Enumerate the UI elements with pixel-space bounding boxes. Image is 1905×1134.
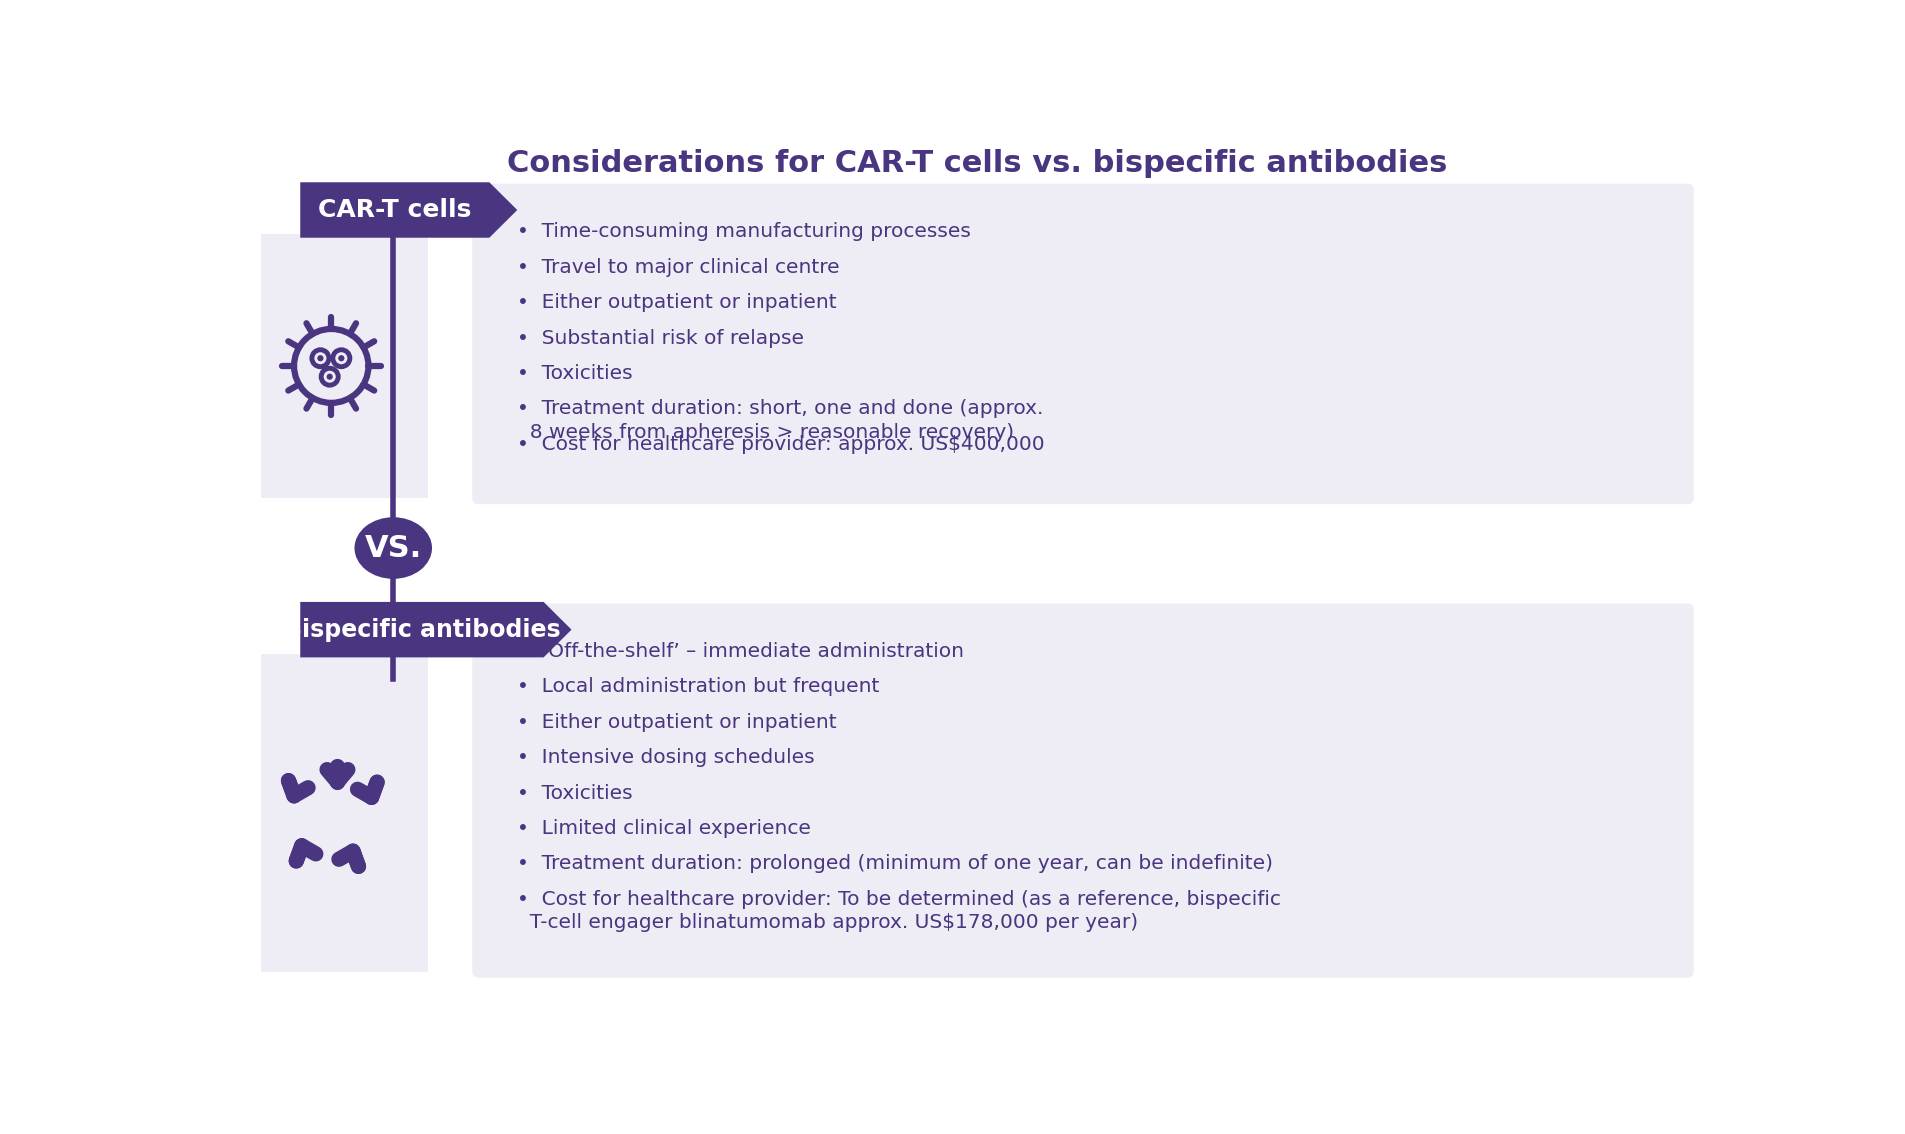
Text: •  Local administration but frequent: • Local administration but frequent (516, 677, 880, 696)
Text: •  Intensive dosing schedules: • Intensive dosing schedules (516, 748, 815, 768)
FancyBboxPatch shape (472, 603, 1694, 978)
Text: VS.: VS. (364, 533, 421, 562)
Circle shape (371, 777, 383, 788)
Circle shape (337, 355, 345, 362)
Circle shape (290, 855, 303, 866)
Circle shape (282, 775, 295, 787)
Circle shape (326, 373, 333, 380)
Text: •  Limited clinical experience: • Limited clinical experience (516, 819, 812, 838)
Circle shape (303, 781, 314, 794)
Polygon shape (301, 602, 572, 658)
Circle shape (311, 848, 322, 860)
Text: •  Toxicities: • Toxicities (516, 784, 632, 803)
Circle shape (290, 855, 303, 866)
FancyBboxPatch shape (472, 184, 1694, 505)
Circle shape (331, 760, 343, 772)
Text: CAR-T cells: CAR-T cells (318, 198, 471, 222)
Circle shape (351, 784, 364, 795)
Text: •  Toxicities: • Toxicities (516, 364, 632, 383)
Circle shape (320, 763, 333, 776)
Text: •  ‘Off-the-shelf’ – immediate administration: • ‘Off-the-shelf’ – immediate administra… (516, 642, 964, 661)
Circle shape (352, 861, 364, 872)
Circle shape (371, 777, 383, 788)
FancyBboxPatch shape (261, 653, 429, 972)
Text: Considerations for CAR-T cells vs. bispecific antibodies: Considerations for CAR-T cells vs. bispe… (507, 149, 1446, 178)
Text: •  Travel to major clinical centre: • Travel to major clinical centre (516, 257, 840, 277)
Text: •  Either outpatient or inpatient: • Either outpatient or inpatient (516, 294, 836, 312)
Text: •  Cost for healthcare provider: To be determined (as a reference, bispecific
  : • Cost for healthcare provider: To be de… (516, 890, 1280, 932)
Circle shape (333, 854, 345, 865)
Polygon shape (301, 183, 516, 238)
Text: •  Treatment duration: prolonged (minimum of one year, can be indefinite): • Treatment duration: prolonged (minimum… (516, 855, 1273, 873)
Text: •  Either outpatient or inpatient: • Either outpatient or inpatient (516, 713, 836, 731)
Circle shape (341, 763, 354, 776)
Circle shape (352, 861, 364, 872)
Text: Bispecific antibodies: Bispecific antibodies (284, 618, 560, 642)
Text: •  Treatment duration: short, one and done (approx.
  8 weeks from apheresis > r: • Treatment duration: short, one and don… (516, 399, 1044, 442)
Circle shape (282, 775, 295, 787)
FancyBboxPatch shape (261, 234, 429, 498)
Ellipse shape (354, 517, 432, 578)
Text: •  Substantial risk of relapse: • Substantial risk of relapse (516, 329, 804, 348)
Text: •  Cost for healthcare provider: approx. US$400,000: • Cost for healthcare provider: approx. … (516, 434, 1044, 454)
Text: •  Time-consuming manufacturing processes: • Time-consuming manufacturing processes (516, 222, 972, 242)
Circle shape (316, 355, 324, 362)
